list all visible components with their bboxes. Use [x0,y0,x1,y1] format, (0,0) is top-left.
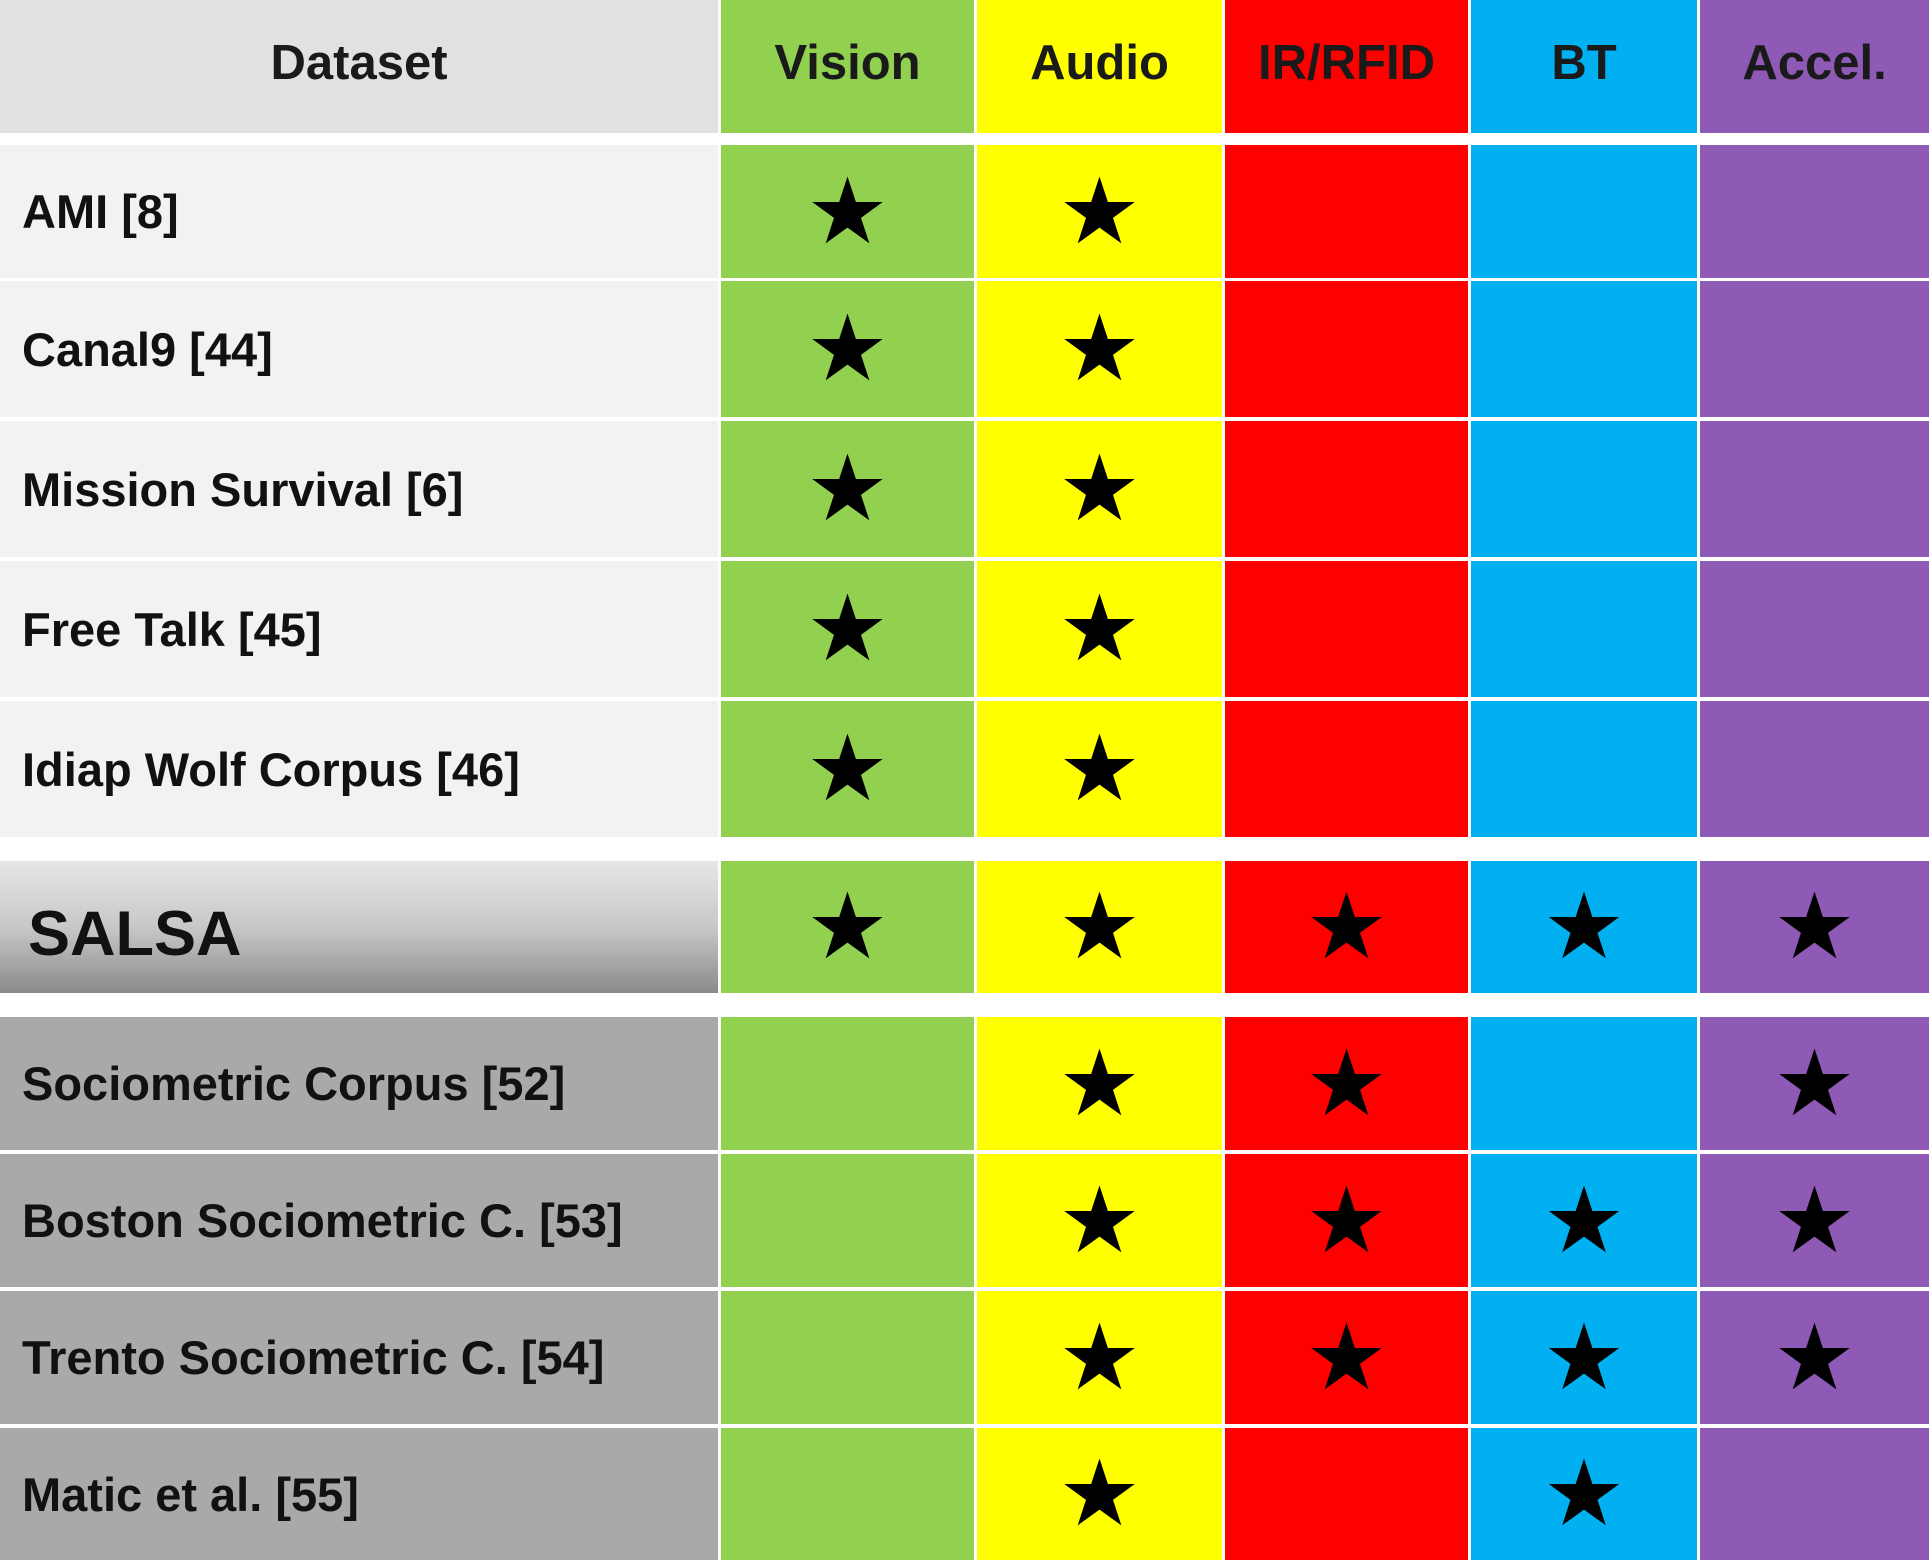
cell-boston-sociometric-c-53-audio: ★ [977,1154,1222,1287]
star-icon: ★ [1542,1166,1626,1274]
star-icon: ★ [1542,1440,1626,1547]
cell-matic-et-al-55-accel [1700,1428,1929,1560]
star-icon: ★ [1773,1166,1856,1274]
cell-matic-et-al-55-bt: ★ [1471,1428,1697,1560]
row-label-trento-sociometric-c-54: Trento Sociometric C. [54] [0,1291,718,1424]
cell-canal9-44-bt [1471,281,1697,417]
cell-trento-sociometric-c-54-accel: ★ [1700,1291,1929,1424]
star-icon: ★ [806,575,889,682]
cell-mission-survival-6-accel [1700,421,1929,557]
cell-mission-survival-6-ir-rfid [1225,421,1468,557]
row-label-idiap-wolf-corpus-46: Idiap Wolf Corpus [46] [0,701,718,837]
cell-idiap-wolf-corpus-46-audio: ★ [977,701,1222,837]
star-icon: ★ [1305,1029,1388,1137]
star-icon: ★ [806,157,889,265]
star-icon: ★ [1058,715,1141,822]
star-icon: ★ [1773,873,1856,980]
cell-idiap-wolf-corpus-46-bt [1471,701,1697,837]
cell-boston-sociometric-c-53-ir-rfid: ★ [1225,1154,1468,1287]
star-icon: ★ [1058,157,1141,265]
cell-free-talk-45-ir-rfid [1225,561,1468,697]
star-icon: ★ [1058,1029,1141,1137]
cell-idiap-wolf-corpus-46-ir-rfid [1225,701,1468,837]
cell-salsa-audio: ★ [977,861,1222,993]
star-icon: ★ [1058,1166,1141,1274]
star-icon: ★ [1773,1303,1856,1411]
cell-trento-sociometric-c-54-audio: ★ [977,1291,1222,1424]
cell-ami-8-ir-rfid [1225,145,1468,278]
star-icon: ★ [806,295,889,402]
cell-canal9-44-vision: ★ [721,281,974,417]
star-icon: ★ [806,435,889,542]
cell-salsa-bt: ★ [1471,861,1697,993]
cell-sociometric-corpus-52-ir-rfid: ★ [1225,1017,1468,1150]
star-icon: ★ [1058,1303,1141,1411]
cell-ami-8-bt [1471,145,1697,278]
star-icon: ★ [1305,1166,1388,1274]
cell-trento-sociometric-c-54-ir-rfid: ★ [1225,1291,1468,1424]
row-label-matic-et-al-55: Matic et al. [55] [0,1428,718,1560]
cell-free-talk-45-bt [1471,561,1697,697]
cell-mission-survival-6-audio: ★ [977,421,1222,557]
column-header-bt: BT [1471,0,1697,133]
row-label-ami-8: AMI [8] [0,145,718,278]
row-label-salsa: SALSA [0,861,718,993]
cell-idiap-wolf-corpus-46-accel [1700,701,1929,837]
star-icon: ★ [1542,873,1626,980]
star-icon: ★ [1305,873,1388,980]
cell-salsa-ir-rfid: ★ [1225,861,1468,993]
star-icon: ★ [806,715,889,822]
star-icon: ★ [1058,575,1141,682]
star-icon: ★ [1058,435,1141,542]
star-icon: ★ [1058,295,1141,402]
cell-matic-et-al-55-ir-rfid [1225,1428,1468,1560]
star-icon: ★ [1058,1440,1141,1547]
cell-sociometric-corpus-52-accel: ★ [1700,1017,1929,1150]
cell-ami-8-vision: ★ [721,145,974,278]
cell-boston-sociometric-c-53-bt: ★ [1471,1154,1697,1287]
cell-trento-sociometric-c-54-vision [721,1291,974,1424]
column-header-accel: Accel. [1700,0,1929,133]
cell-salsa-accel: ★ [1700,861,1929,993]
star-icon: ★ [806,873,889,980]
star-icon: ★ [1773,1029,1856,1137]
cell-mission-survival-6-vision: ★ [721,421,974,557]
star-icon: ★ [1058,873,1141,980]
row-label-sociometric-corpus-52: Sociometric Corpus [52] [0,1017,718,1150]
cell-canal9-44-audio: ★ [977,281,1222,417]
cell-mission-survival-6-bt [1471,421,1697,557]
cell-idiap-wolf-corpus-46-vision: ★ [721,701,974,837]
cell-boston-sociometric-c-53-accel: ★ [1700,1154,1929,1287]
cell-matic-et-al-55-audio: ★ [977,1428,1222,1560]
cell-free-talk-45-accel [1700,561,1929,697]
cell-ami-8-accel [1700,145,1929,278]
row-label-mission-survival-6: Mission Survival [6] [0,421,718,557]
column-header-ir-rfid: IR/RFID [1225,0,1468,133]
row-label-canal9-44: Canal9 [44] [0,281,718,417]
cell-free-talk-45-vision: ★ [721,561,974,697]
cell-canal9-44-ir-rfid [1225,281,1468,417]
star-icon: ★ [1542,1303,1626,1411]
row-label-boston-sociometric-c-53: Boston Sociometric C. [53] [0,1154,718,1287]
column-header-audio: Audio [977,0,1222,133]
column-header-dataset: Dataset [0,0,718,133]
cell-matic-et-al-55-vision [721,1428,974,1560]
cell-ami-8-audio: ★ [977,145,1222,278]
cell-boston-sociometric-c-53-vision [721,1154,974,1287]
cell-free-talk-45-audio: ★ [977,561,1222,697]
cell-canal9-44-accel [1700,281,1929,417]
cell-trento-sociometric-c-54-bt: ★ [1471,1291,1697,1424]
cell-sociometric-corpus-52-bt [1471,1017,1697,1150]
cell-salsa-vision: ★ [721,861,974,993]
cell-sociometric-corpus-52-audio: ★ [977,1017,1222,1150]
cell-sociometric-corpus-52-vision [721,1017,974,1150]
column-header-vision: Vision [721,0,974,133]
row-label-free-talk-45: Free Talk [45] [0,561,718,697]
star-icon: ★ [1305,1303,1388,1411]
